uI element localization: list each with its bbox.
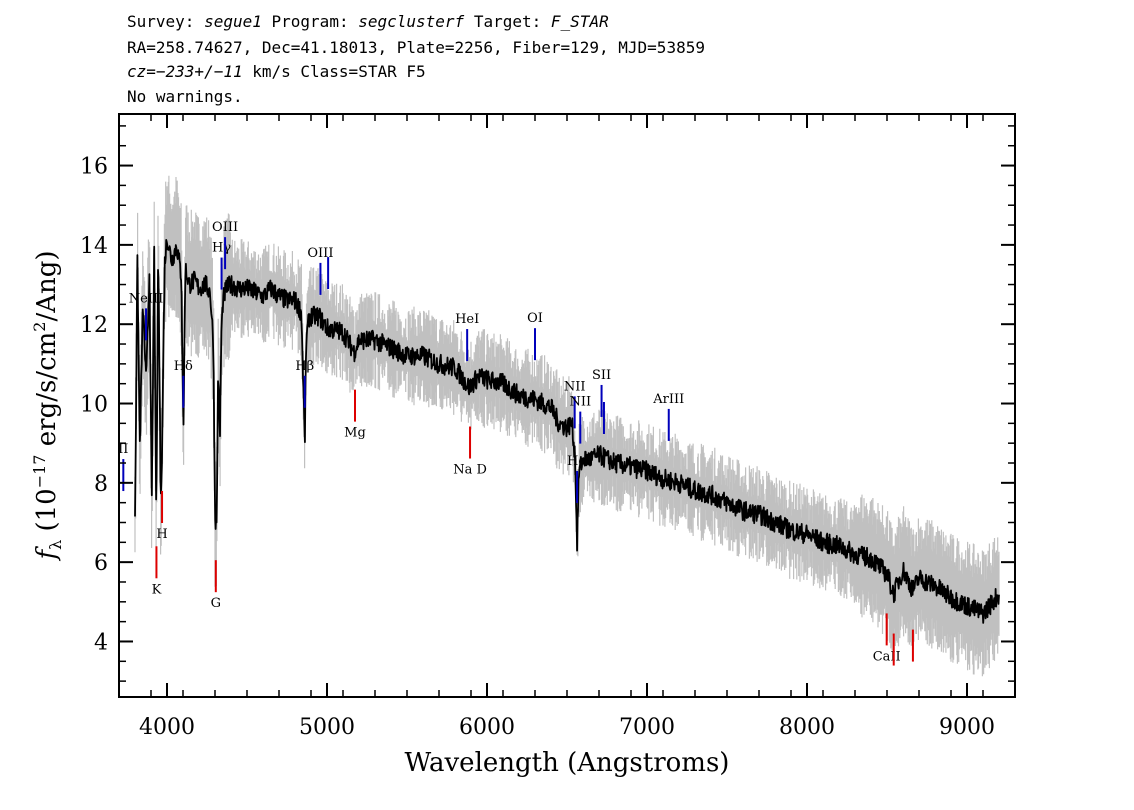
spectral-line-label-21: CaII	[873, 649, 901, 664]
spectral-line-label-16: K	[152, 582, 162, 597]
y-axis-label-exp2: 2	[30, 322, 49, 332]
spectral-line-label-6: OIII	[307, 246, 333, 261]
header-line-3: cz=−233+/−11 km/s Class=STAR F5	[127, 61, 426, 82]
x-tick-label: 8000	[779, 715, 835, 740]
x-axis-label: Wavelength (Angstroms)	[405, 748, 730, 778]
spectrum-line	[134, 239, 1000, 624]
spectral-line-label-2: Hδ	[174, 359, 193, 374]
y-axis-label-exp: −17	[30, 455, 49, 489]
y-tick-label: 14	[80, 234, 108, 259]
y-tick-label: 4	[94, 630, 108, 655]
y-axis-label: fλ (10−17 erg/s/cm2/Ang)	[30, 250, 65, 561]
header-line-2: RA=258.74627, Dec=41.18013, Plate=2256, …	[127, 38, 705, 57]
spectral-line-label-4: OIII	[212, 220, 238, 235]
y-axis-label-post: erg/s/cm	[32, 332, 62, 455]
spectral-line-label-10: NII	[564, 379, 586, 394]
spectral-line-label-5: Hβ	[295, 359, 314, 374]
program-label: Program:	[271, 12, 349, 31]
y-axis-label-end: /Ang)	[32, 250, 62, 321]
x-tick-label: 4000	[139, 715, 195, 740]
target-label: Target:	[473, 12, 542, 31]
redshift-value: cz=−233+/−11	[127, 62, 243, 81]
spectrum-layer	[134, 239, 1000, 624]
y-tick-label: 10	[80, 393, 108, 418]
spectral-line-label-17: H	[156, 527, 167, 542]
y-axis-label-sub: λ	[46, 540, 65, 550]
y-tick-label: 8	[94, 472, 108, 497]
x-tick-label: 5000	[299, 715, 355, 740]
y-axis-label-pre: (10	[32, 488, 62, 540]
program-value: segclusterf	[358, 12, 465, 31]
y-tick-label: 6	[94, 551, 108, 576]
header-line-4: No warnings.	[127, 87, 243, 106]
spectral-line-label-9: OI	[527, 311, 543, 326]
header-line-1: Survey: segue1 Program: segclusterf Targ…	[127, 11, 609, 32]
spectral-line-label-11: Hα	[567, 454, 587, 469]
spectral-line-label-18: G	[211, 596, 221, 611]
spectral-line-label-15: ArIII	[652, 392, 684, 407]
x-tick-label: 6000	[459, 715, 515, 740]
survey-label: Survey:	[127, 12, 195, 31]
spectral-line-label-3: Hγ	[212, 241, 231, 256]
axis-layer: 4000 5000 6000 7000 8000 9000 4 6 8 10 12 14 16	[80, 114, 1016, 740]
spectral-line-label-20: Na D	[453, 463, 487, 478]
spectral-line-label-0: II	[118, 442, 128, 457]
target-value: F_STAR	[550, 12, 609, 31]
y-tick-label: 16	[80, 155, 108, 180]
spectral-line-label-13: SII	[592, 368, 611, 383]
spectral-line-label-1: NeIII	[129, 291, 163, 306]
spectral-line-label-8: HeI	[455, 312, 479, 327]
y-tick-label: 12	[80, 313, 108, 338]
survey-value: segue1	[204, 12, 262, 31]
x-tick-label: 7000	[619, 715, 675, 740]
x-tick-label: 9000	[939, 715, 995, 740]
class-text: km/s Class=STAR F5	[242, 62, 426, 81]
spectral-line-label-19: Mg	[344, 426, 366, 441]
spectral-line-label-12: NII	[569, 395, 591, 410]
